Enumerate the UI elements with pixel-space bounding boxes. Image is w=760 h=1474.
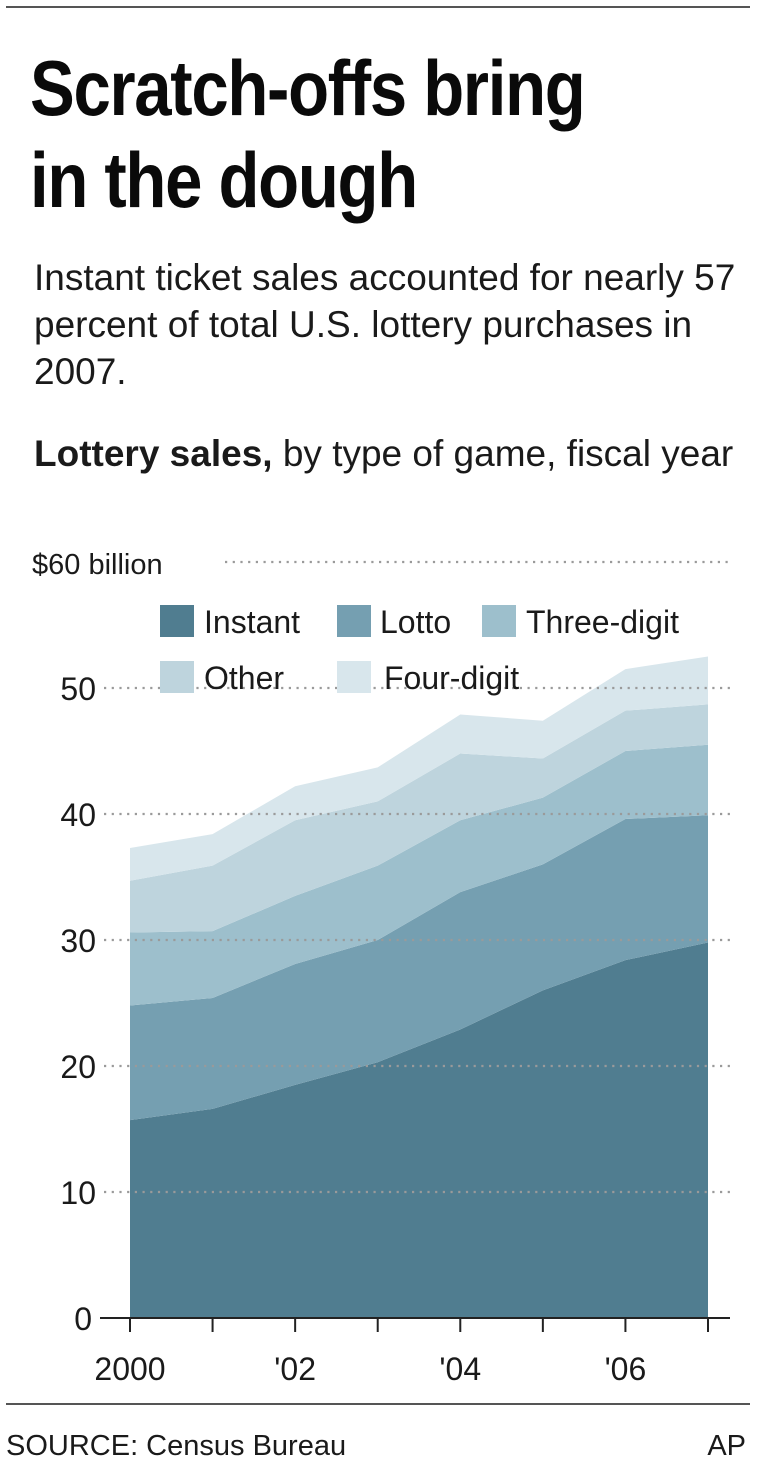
area-lotto <box>130 815 708 1121</box>
legend-swatch-lotto <box>337 605 371 637</box>
x-tick-label-2002: '02 <box>274 1351 316 1387</box>
y-tick-label-30: 30 <box>60 923 96 959</box>
chart-label-bold: Lottery sales, <box>34 433 273 474</box>
legend-swatch-three-digit <box>482 605 516 637</box>
chart-label-rest: by type of game, fiscal year <box>272 433 734 474</box>
bottom-rule <box>6 1403 750 1405</box>
headline: Scratch-offs bring in the dough <box>30 44 586 224</box>
x-tick-label-2004: '04 <box>439 1351 481 1387</box>
source-note: SOURCE: Census Bureau <box>6 1430 347 1462</box>
y-tick-label-0: 0 <box>74 1301 92 1337</box>
top-rule <box>6 6 750 8</box>
subhead: Instant ticket sales accounted for nearl… <box>34 257 736 392</box>
area-four-digit <box>130 656 708 881</box>
credit: AP <box>707 1430 746 1462</box>
legend-label-three-digit: Three-digit <box>526 604 679 640</box>
legend-label-other: Other <box>204 660 284 696</box>
area-instant <box>130 942 708 1318</box>
y-tick-label-40: 40 <box>60 797 96 833</box>
legend-label-four-digit: Four-digit <box>384 660 519 696</box>
y-tick-label-50: 50 <box>60 671 96 707</box>
y-tick-label-10: 10 <box>60 1175 96 1211</box>
legend-swatch-other <box>160 661 194 693</box>
y-tick-label-20: 20 <box>60 1049 96 1085</box>
area-other <box>130 704 708 933</box>
legend-swatch-four-digit <box>337 661 371 693</box>
legend-label-instant: Instant <box>204 604 300 640</box>
legend-label-lotto: Lotto <box>380 604 451 640</box>
lottery-sales-area-chart: 0 10 20 30 40 50 $60 billion 2000 '02 '04 '06 Insta… <box>32 549 732 1387</box>
chart-label: Lottery sales, by type of game, fiscal y… <box>34 430 744 477</box>
x-tick-label-2000: 2000 <box>94 1351 165 1387</box>
legend-swatch-instant <box>160 605 194 637</box>
x-tick-label-2006: '06 <box>605 1351 647 1387</box>
y-tick-label-60: $60 billion <box>32 549 163 581</box>
